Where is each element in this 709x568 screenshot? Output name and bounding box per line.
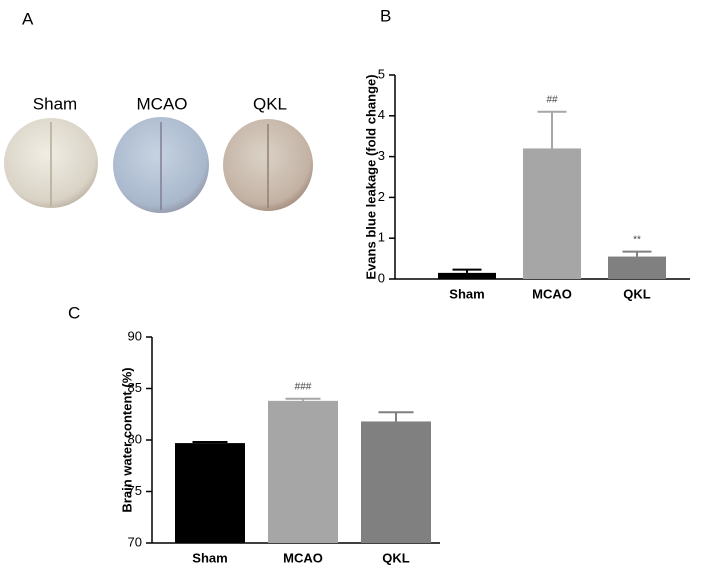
panel-label: B bbox=[380, 6, 391, 25]
y-tick-label: 75 bbox=[128, 483, 142, 498]
panel-label: C bbox=[68, 303, 80, 322]
y-tick-label: 0 bbox=[378, 270, 385, 285]
y-axis-label: Brain water content (%) bbox=[119, 367, 134, 512]
x-tick-label: MCAO bbox=[283, 550, 323, 565]
y-tick-label: 3 bbox=[378, 148, 385, 163]
y-tick-label: 70 bbox=[128, 534, 142, 549]
y-tick-label: 5 bbox=[378, 66, 385, 81]
annotation: ** bbox=[633, 234, 641, 245]
x-tick-label: QKL bbox=[382, 550, 410, 565]
image-label: QKL bbox=[253, 94, 287, 113]
y-tick-label: 1 bbox=[378, 230, 385, 245]
annotation: ### bbox=[295, 381, 312, 392]
y-tick-label: 80 bbox=[128, 431, 142, 446]
x-tick-label: MCAO bbox=[532, 286, 572, 301]
panel-label: A bbox=[22, 9, 34, 28]
bar bbox=[361, 421, 431, 543]
x-tick-label: Sham bbox=[192, 550, 227, 565]
y-tick-label: 2 bbox=[378, 189, 385, 204]
bar bbox=[438, 272, 496, 279]
bar bbox=[523, 148, 581, 279]
brain-images bbox=[4, 117, 313, 213]
x-tick-label: Sham bbox=[449, 286, 484, 301]
y-tick-label: 85 bbox=[128, 380, 142, 395]
bar bbox=[608, 256, 666, 279]
y-axis-label: Evans blue leakage (fold change) bbox=[363, 74, 378, 279]
y-tick-label: 90 bbox=[128, 328, 142, 343]
x-tick-label: QKL bbox=[623, 286, 651, 301]
bar bbox=[175, 443, 245, 543]
bar bbox=[268, 400, 338, 543]
annotation: ## bbox=[546, 94, 558, 105]
image-label: MCAO bbox=[137, 94, 188, 113]
image-label: Sham bbox=[33, 94, 77, 113]
y-tick-label: 4 bbox=[378, 107, 385, 122]
